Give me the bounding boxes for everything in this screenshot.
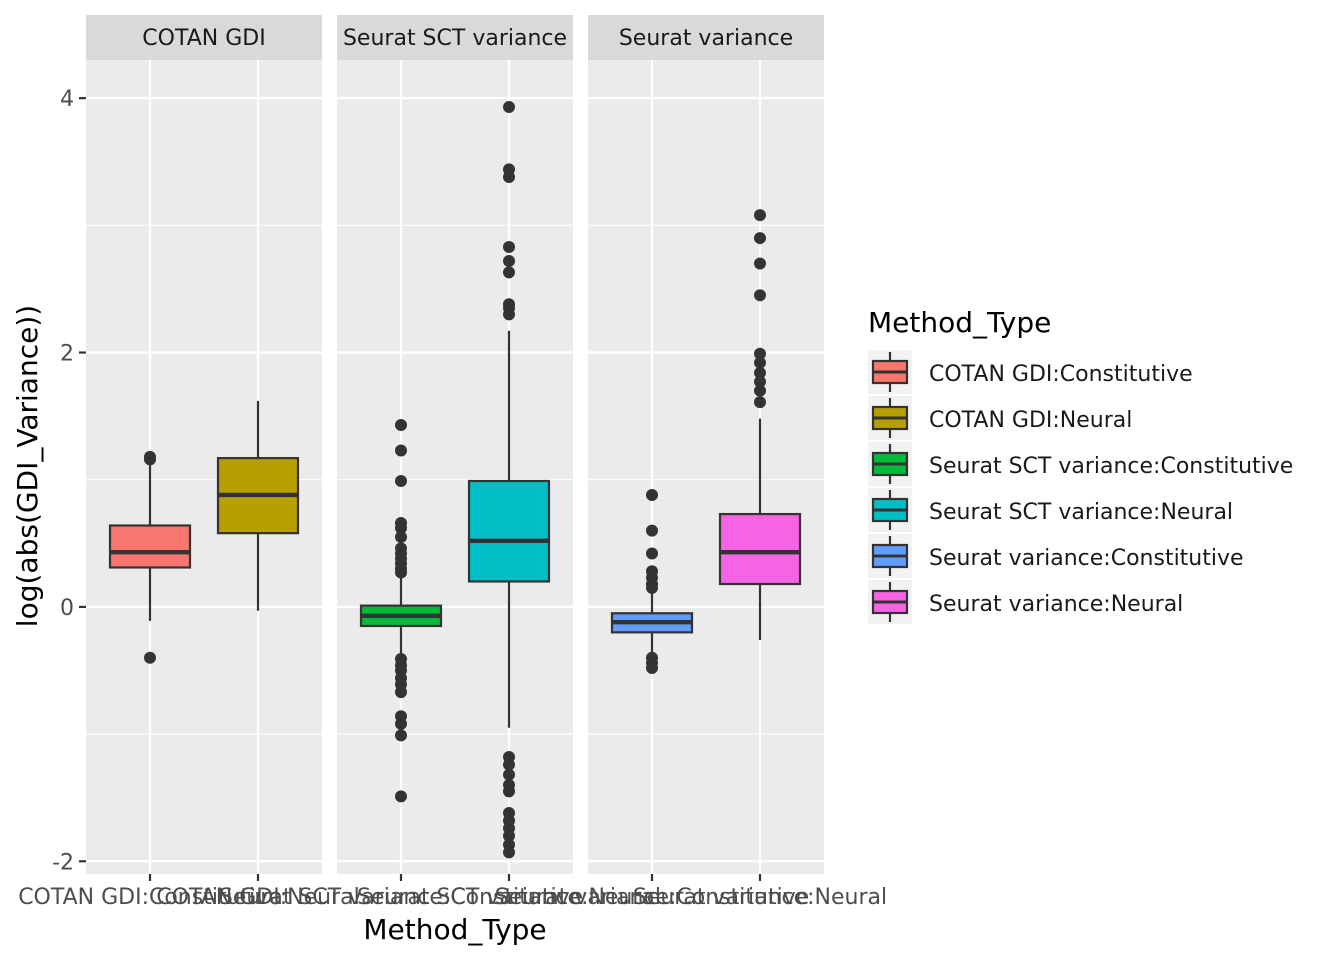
outlier-point <box>395 717 407 730</box>
y-tick-label: 0 <box>60 596 74 621</box>
outlier-point <box>144 453 156 466</box>
outlier-point <box>503 785 515 798</box>
outlier-point <box>503 308 515 321</box>
legend-entry: Seurat SCT variance:Constitutive <box>868 442 1293 486</box>
outlier-point <box>503 758 515 771</box>
outlier-point <box>503 266 515 279</box>
outlier-point <box>503 846 515 859</box>
outlier-point <box>754 384 766 397</box>
panel-2: Seurat variance <box>588 15 824 874</box>
outlier-point <box>395 729 407 742</box>
legend-entry: Seurat variance:Neural <box>868 580 1183 624</box>
outlier-point <box>395 566 407 579</box>
outlier-point <box>503 171 515 184</box>
outlier-point <box>754 209 766 222</box>
legend-label: Seurat variance:Neural <box>929 592 1183 617</box>
facet-strip <box>588 15 824 60</box>
legend-label: Seurat SCT variance:Neural <box>929 500 1233 525</box>
panel-background <box>588 60 824 874</box>
box-body <box>467 479 551 583</box>
legend-entry: COTAN GDI:Constitutive <box>868 350 1193 394</box>
facet-panels: COTAN GDI Seurat SCT variance Seurat varia… <box>86 15 824 874</box>
outlier-point <box>395 530 407 543</box>
outlier-point <box>395 790 407 803</box>
legend: Method_Type COTAN GDI:Constitutive COTAN … <box>868 306 1293 624</box>
legend-entry: Seurat SCT variance:Neural <box>868 488 1233 532</box>
box-body <box>718 512 802 586</box>
outlier-point <box>646 581 658 594</box>
box-seurat-sct-variance-neural <box>467 101 551 859</box>
x-tick-label: Seurat variance:Constitutive <box>495 885 810 910</box>
y-tick-label: 2 <box>60 342 74 367</box>
facet-strip-label: COTAN GDI <box>142 26 265 51</box>
outlier-point <box>754 396 766 409</box>
legend-entry: COTAN GDI:Neural <box>868 396 1132 440</box>
outlier-point <box>754 289 766 302</box>
outlier-point <box>646 547 658 560</box>
box-seurat-variance-neural <box>718 209 802 640</box>
legend-label: COTAN GDI:Constitutive <box>929 362 1193 387</box>
outlier-point <box>503 768 515 781</box>
outlier-point <box>754 347 766 360</box>
legend-label: Seurat SCT variance:Constitutive <box>929 454 1293 479</box>
outlier-point <box>754 257 766 270</box>
outlier-point <box>646 488 658 501</box>
outlier-point <box>754 375 766 388</box>
x-tick-label: COTAN GDI:Neural <box>156 885 359 910</box>
outlier-point <box>503 254 515 267</box>
legend-entry: Seurat variance:Constitutive <box>868 534 1244 578</box>
x-tick-label: Seurat SCT variance:Constitutive <box>219 885 583 910</box>
y-axis: -2 0 2 4 <box>52 87 86 875</box>
box-seurat-variance-constitutive <box>610 488 694 674</box>
facet-strip-label: Seurat variance <box>619 26 793 51</box>
facet-strip-label: Seurat SCT variance <box>343 26 567 51</box>
outlier-point <box>395 474 407 487</box>
outlier-point <box>646 661 658 674</box>
panel-0: COTAN GDI <box>86 15 322 874</box>
facet-strip <box>337 15 573 60</box>
box-cotan-gdi-neural <box>216 400 300 611</box>
facet-strip <box>86 15 322 60</box>
outlier-point <box>395 419 407 432</box>
y-tick-label: 4 <box>60 87 74 112</box>
outlier-point <box>754 366 766 379</box>
x-axis-title: Method_Type <box>363 913 546 946</box>
outlier-point <box>395 686 407 699</box>
legend-label: COTAN GDI:Neural <box>929 408 1132 433</box>
outlier-point <box>503 240 515 253</box>
outlier-point <box>503 101 515 114</box>
x-tick-label: Seurat variance:Neural <box>633 885 887 910</box>
outlier-point <box>395 522 407 535</box>
outlier-point <box>144 651 156 664</box>
legend-label: Seurat variance:Constitutive <box>929 546 1244 571</box>
panel-background <box>337 60 573 874</box>
box-seurat-sct-variance-constitutive <box>359 419 443 803</box>
box-body <box>108 524 192 569</box>
outlier-point <box>754 232 766 245</box>
legend-title: Method_Type <box>868 306 1051 339</box>
box-cotan-gdi-constitutive <box>108 450 192 664</box>
x-tick-label: COTAN GDI:Constitutive <box>18 885 282 910</box>
outlier-point <box>646 524 658 537</box>
y-axis-title: log(abs(GDI_Variance)) <box>11 305 44 627</box>
x-tick-label: Seurat SCT variance:Neural <box>357 885 661 910</box>
outlier-point <box>395 444 407 457</box>
y-tick-label: -2 <box>52 850 74 875</box>
outlier-point <box>754 356 766 369</box>
outlier-point <box>503 829 515 842</box>
panel-1: Seurat SCT variance <box>337 15 573 874</box>
